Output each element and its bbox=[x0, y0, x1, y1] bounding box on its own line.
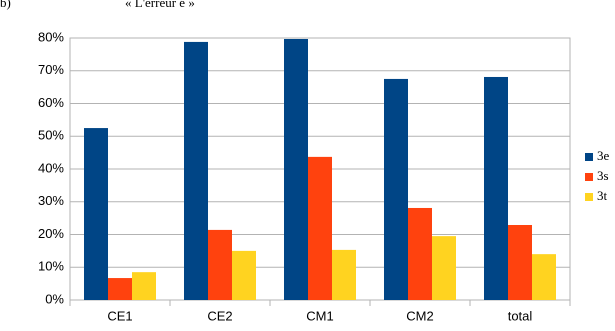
bar bbox=[532, 254, 556, 300]
bar bbox=[184, 41, 208, 301]
x-tick-label: CM1 bbox=[306, 308, 333, 323]
bar bbox=[284, 38, 308, 301]
y-tick-label: 80% bbox=[38, 29, 64, 44]
chart-title: « L'erreur é » bbox=[125, 0, 195, 10]
chart-label: b) bbox=[0, 0, 11, 10]
y-tick-label: 70% bbox=[38, 62, 64, 77]
x-tick-label: CE1 bbox=[107, 308, 132, 323]
bar bbox=[484, 76, 508, 300]
y-tick-label: 20% bbox=[38, 226, 64, 241]
legend-label: 3t bbox=[597, 188, 608, 203]
x-tick-label: CE2 bbox=[207, 308, 232, 323]
bar bbox=[132, 272, 156, 300]
y-tick-label: 30% bbox=[38, 193, 64, 208]
y-tick-label: 60% bbox=[38, 95, 64, 110]
bar bbox=[508, 225, 532, 300]
bar bbox=[308, 156, 332, 300]
y-tick-label: 10% bbox=[38, 259, 64, 274]
legend-swatch bbox=[585, 193, 593, 201]
legend-swatch bbox=[585, 153, 593, 161]
x-tick-label: total bbox=[508, 308, 533, 323]
bar bbox=[108, 278, 132, 300]
bar bbox=[332, 249, 356, 300]
bar bbox=[232, 250, 256, 300]
legend-swatch bbox=[585, 173, 593, 181]
y-tick-label: 0% bbox=[45, 291, 64, 306]
bar bbox=[432, 236, 456, 300]
y-tick-label: 50% bbox=[38, 128, 64, 143]
bar bbox=[408, 207, 432, 300]
y-tick-label: 40% bbox=[38, 160, 64, 175]
legend-label: 3e bbox=[597, 148, 610, 163]
bar bbox=[208, 229, 232, 300]
bar bbox=[84, 128, 108, 300]
legend-label: 3s bbox=[597, 168, 609, 183]
bar bbox=[384, 78, 408, 300]
x-tick-label: CM2 bbox=[406, 308, 433, 323]
